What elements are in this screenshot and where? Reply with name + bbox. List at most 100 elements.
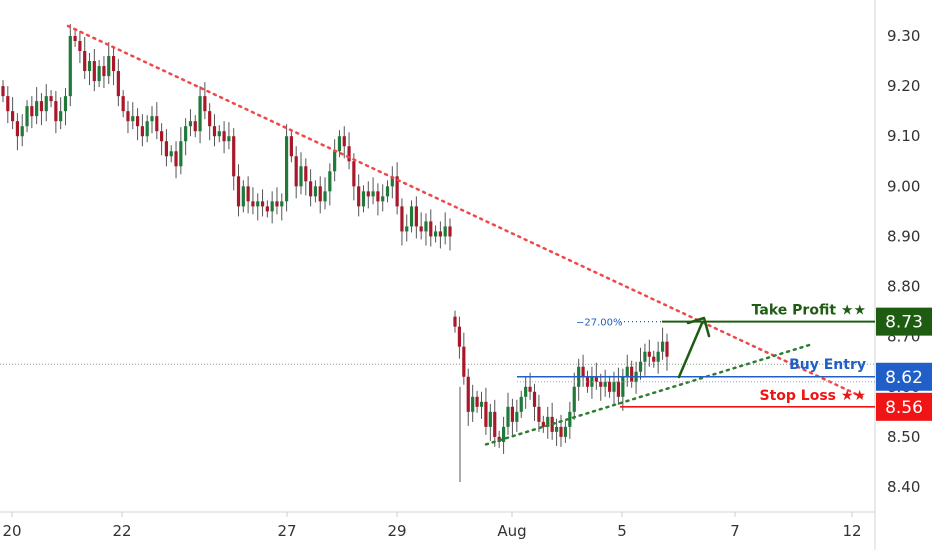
segment1-candle bbox=[409, 206, 414, 227]
segment1-candle bbox=[164, 141, 169, 157]
segment1-candle bbox=[54, 101, 58, 122]
segment1-candle bbox=[30, 106, 34, 117]
segment1-candle bbox=[357, 186, 361, 207]
segment1-candle bbox=[414, 206, 418, 227]
segment2-candle bbox=[660, 341, 665, 352]
segment2-candle bbox=[462, 346, 466, 377]
segment1-candle bbox=[193, 121, 197, 132]
segment1-candle bbox=[83, 51, 87, 72]
segment1-candle bbox=[169, 151, 173, 157]
segment1-candle bbox=[433, 231, 438, 237]
segment2-candle bbox=[537, 406, 541, 422]
stop-loss-badge-text: 8.56 bbox=[885, 398, 923, 418]
segment1-candle bbox=[448, 226, 452, 237]
segment2-candle bbox=[630, 366, 634, 382]
buy-entry-label: Buy Entry bbox=[789, 357, 866, 373]
segment2-candle bbox=[590, 376, 594, 387]
segment1-candle bbox=[328, 171, 332, 192]
segment1-candle bbox=[135, 116, 140, 127]
segment1-candle bbox=[323, 191, 327, 202]
y-tick-label: 8.90 bbox=[887, 227, 920, 245]
segment1-candle bbox=[299, 166, 303, 187]
segment1-candle bbox=[318, 186, 322, 202]
segment1-candle bbox=[366, 191, 370, 197]
segment1-candle bbox=[304, 166, 308, 182]
segment2-candle bbox=[528, 386, 532, 392]
segment2-candle bbox=[471, 396, 475, 412]
segment2-candle bbox=[616, 381, 621, 397]
target-arrow-shaft bbox=[677, 321, 704, 379]
stop-loss-label: Stop Loss ★★ bbox=[760, 388, 866, 404]
segment1-candle bbox=[25, 106, 29, 127]
segment1-candle bbox=[337, 136, 342, 152]
segment1-candle bbox=[145, 121, 149, 137]
segment1-candle bbox=[309, 181, 313, 197]
segment1-candle bbox=[289, 136, 293, 157]
segment1-candle bbox=[280, 201, 284, 207]
segment1-candle bbox=[107, 56, 111, 77]
segment1-candle bbox=[6, 96, 10, 112]
segment1-candle bbox=[260, 201, 265, 207]
take-profit-label: Take Profit ★★ bbox=[752, 303, 866, 319]
segment2-candle bbox=[493, 411, 497, 437]
segment2-candle bbox=[607, 381, 612, 392]
segment1-candle bbox=[294, 156, 298, 187]
segment1-candle bbox=[438, 231, 442, 237]
segment2-candle bbox=[484, 401, 488, 427]
segment1-candle bbox=[59, 111, 63, 122]
stop-loss-badge bbox=[876, 392, 932, 421]
segment2-candle bbox=[554, 426, 559, 432]
segment2-candle bbox=[532, 391, 537, 407]
segment1-candle bbox=[232, 136, 236, 177]
segment1-candle bbox=[97, 66, 101, 82]
segment1-candle bbox=[241, 186, 245, 207]
segment2-candle bbox=[581, 366, 585, 377]
segment1-candle bbox=[203, 96, 207, 112]
segment1-candle bbox=[150, 116, 154, 122]
segment2-candle bbox=[585, 376, 590, 387]
segment1-candle bbox=[347, 146, 351, 162]
segment1-candle bbox=[160, 131, 164, 142]
segment2-candle bbox=[541, 421, 545, 427]
x-tick-label: 5 bbox=[617, 522, 627, 540]
segment1-candle bbox=[352, 161, 356, 187]
segment1-candle bbox=[376, 191, 380, 202]
segment1-candle bbox=[131, 116, 135, 122]
x-tick-label: 7 bbox=[730, 522, 740, 540]
x-tick-label: 22 bbox=[112, 522, 131, 540]
segment2-candle bbox=[506, 406, 510, 427]
segment1-candle bbox=[212, 126, 217, 137]
segment2-candle bbox=[475, 396, 479, 407]
segment1-candle bbox=[116, 71, 120, 97]
segment1-candle bbox=[188, 121, 193, 127]
segment2-candle bbox=[603, 381, 607, 387]
segment1-candle bbox=[251, 201, 255, 207]
segment1-candle bbox=[222, 131, 226, 142]
segment1-candle bbox=[265, 206, 269, 212]
segment2-candle bbox=[568, 411, 572, 427]
segment1-candle bbox=[395, 176, 399, 207]
segment2-candle bbox=[594, 376, 598, 382]
segment1-candle bbox=[333, 151, 337, 172]
segment1-candle bbox=[140, 126, 144, 137]
segment1-candle bbox=[15, 121, 20, 137]
segment1-candle bbox=[174, 151, 178, 167]
x-tick-label: 27 bbox=[277, 522, 296, 540]
x-tick-label: 12 bbox=[842, 522, 861, 540]
segment1-candle bbox=[246, 186, 250, 202]
segment2-candle bbox=[643, 351, 647, 362]
segment1-candle bbox=[11, 111, 15, 122]
segment1-candle bbox=[400, 206, 404, 232]
segment1-candle bbox=[63, 96, 68, 112]
segment1-candle bbox=[227, 136, 231, 142]
x-tick-label: 29 bbox=[387, 522, 406, 540]
segment1-candle bbox=[284, 136, 289, 202]
segment2-candle bbox=[488, 411, 492, 427]
y-tick-label: 9.20 bbox=[887, 77, 920, 95]
segment1-candle bbox=[126, 111, 130, 122]
take-profit-badge-text: 8.73 bbox=[885, 313, 923, 333]
segment1-candle bbox=[111, 56, 116, 72]
segment2-candle bbox=[656, 351, 660, 362]
descending-trendline bbox=[66, 24, 864, 399]
